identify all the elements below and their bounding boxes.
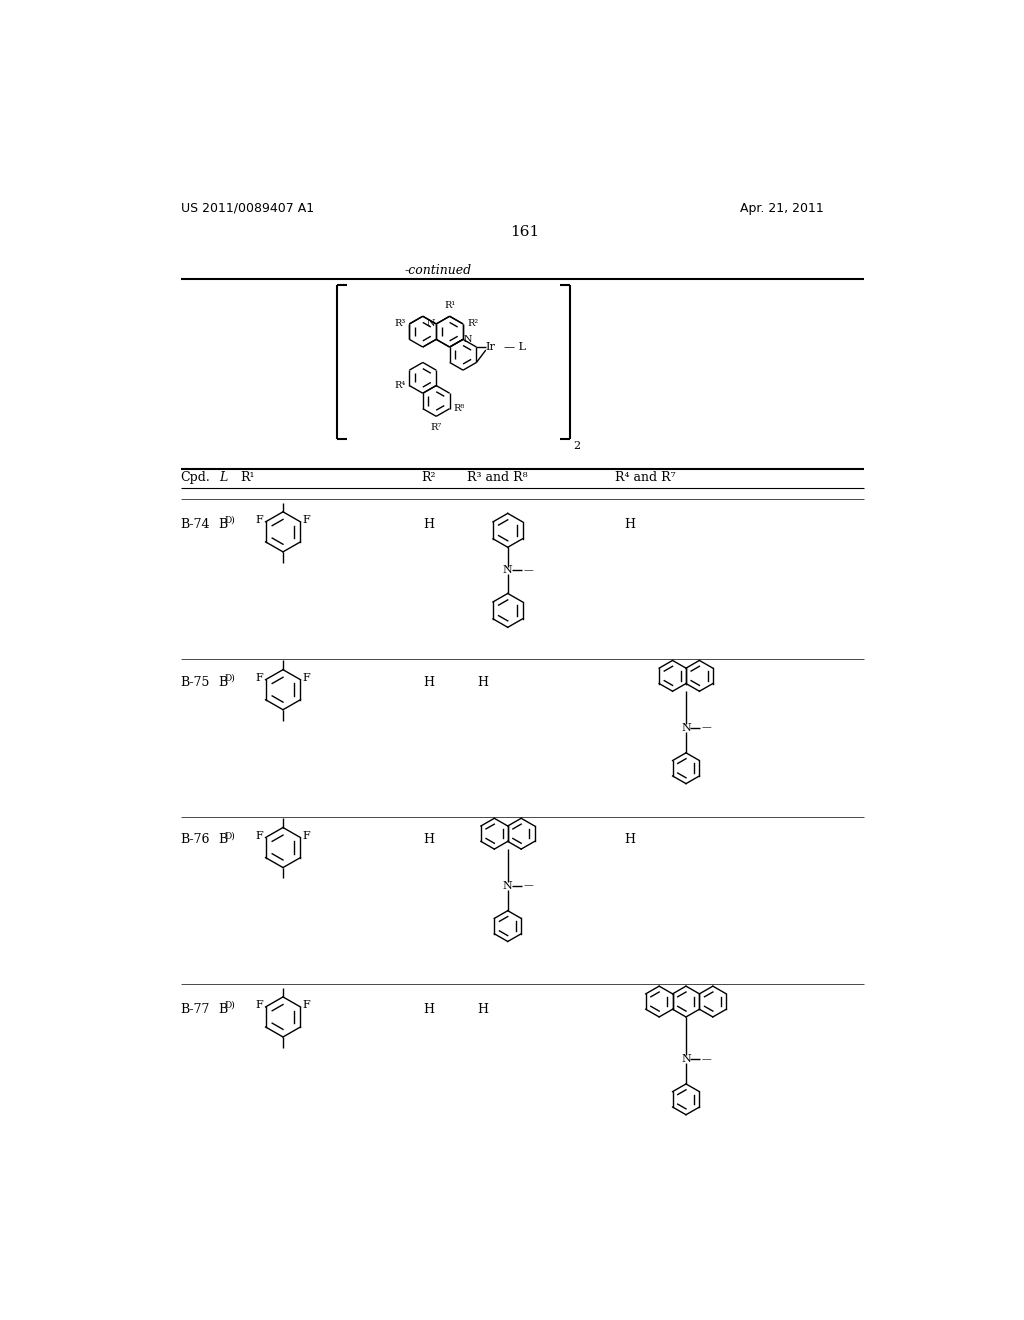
Text: 161: 161	[510, 224, 540, 239]
Text: —: —	[523, 566, 534, 574]
Text: N: N	[503, 880, 513, 891]
Text: R⁷: R⁷	[430, 422, 441, 432]
Text: L: L	[219, 471, 227, 484]
Text: 2: 2	[572, 441, 580, 450]
Text: H: H	[423, 676, 434, 689]
Text: D): D)	[224, 1001, 234, 1010]
Text: R³: R³	[394, 319, 406, 329]
Text: B: B	[218, 833, 227, 846]
Text: R²: R²	[421, 471, 435, 484]
Text: B-75: B-75	[180, 676, 210, 689]
Text: H: H	[423, 517, 434, 531]
Text: B: B	[218, 1003, 227, 1016]
Text: R⁴: R⁴	[394, 381, 406, 389]
Text: F: F	[303, 1001, 310, 1010]
Text: R⁸: R⁸	[454, 404, 465, 413]
Text: H: H	[625, 517, 636, 531]
Text: R²: R²	[467, 319, 478, 329]
Text: —: —	[523, 882, 534, 891]
Text: H: H	[625, 833, 636, 846]
Text: N: N	[681, 723, 691, 733]
Text: F: F	[303, 673, 310, 684]
Text: B-77: B-77	[180, 1003, 210, 1016]
Text: R³ and R⁸: R³ and R⁸	[467, 471, 528, 484]
Text: F: F	[303, 515, 310, 525]
Text: D): D)	[224, 516, 234, 525]
Text: N: N	[681, 1055, 691, 1064]
Text: Apr. 21, 2011: Apr. 21, 2011	[740, 202, 824, 215]
Text: D): D)	[224, 673, 234, 682]
Text: F: F	[303, 832, 310, 841]
Text: D): D)	[224, 832, 234, 841]
Text: N: N	[503, 565, 513, 576]
Text: R⁴ and R⁷: R⁴ and R⁷	[614, 471, 675, 484]
Text: N: N	[464, 335, 472, 343]
Text: US 2011/0089407 A1: US 2011/0089407 A1	[180, 202, 313, 215]
Text: H: H	[477, 1003, 488, 1016]
Text: —: —	[701, 1055, 712, 1064]
Text: B-76: B-76	[180, 833, 210, 846]
Text: R¹: R¹	[444, 301, 456, 310]
Text: H: H	[423, 1003, 434, 1016]
Text: B: B	[218, 517, 227, 531]
Text: F: F	[255, 1001, 263, 1010]
Text: N: N	[426, 319, 434, 329]
Text: H: H	[477, 676, 488, 689]
Text: Ir: Ir	[485, 342, 496, 352]
Text: F: F	[255, 515, 263, 525]
Text: -continued: -continued	[404, 264, 472, 277]
Text: B: B	[218, 676, 227, 689]
Text: F: F	[255, 832, 263, 841]
Text: Cpd.: Cpd.	[180, 471, 211, 484]
Text: R¹: R¹	[241, 471, 255, 484]
Text: —: —	[701, 723, 712, 733]
Text: B-74: B-74	[180, 517, 210, 531]
Text: H: H	[423, 833, 434, 846]
Text: F: F	[255, 673, 263, 684]
Text: — L: — L	[505, 342, 526, 352]
